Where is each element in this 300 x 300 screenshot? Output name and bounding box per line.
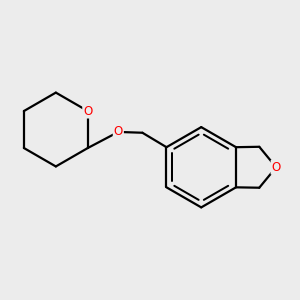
- Text: O: O: [114, 125, 123, 138]
- Text: O: O: [272, 161, 281, 174]
- Text: O: O: [83, 105, 92, 118]
